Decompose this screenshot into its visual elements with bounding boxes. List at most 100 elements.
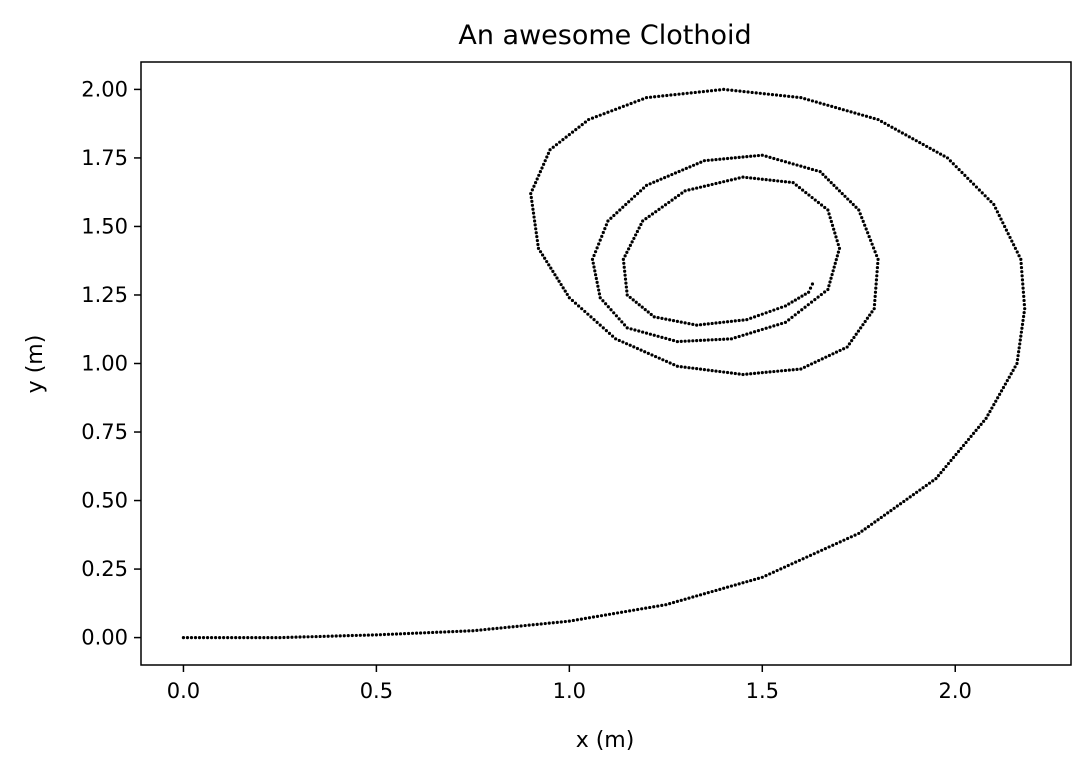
data-point bbox=[657, 207, 661, 211]
data-point bbox=[695, 162, 699, 166]
data-point bbox=[924, 483, 928, 488]
data-point bbox=[648, 605, 652, 610]
data-point bbox=[604, 302, 608, 306]
data-point bbox=[615, 611, 620, 615]
data-point bbox=[710, 182, 714, 187]
data-point bbox=[1021, 286, 1025, 290]
data-point bbox=[1023, 307, 1027, 311]
data-point bbox=[668, 361, 672, 365]
data-point bbox=[772, 156, 776, 161]
data-point bbox=[907, 135, 911, 139]
data-point bbox=[322, 634, 326, 638]
data-point bbox=[842, 347, 846, 351]
data-point bbox=[829, 276, 833, 280]
data-point bbox=[795, 163, 799, 167]
data-point bbox=[671, 319, 676, 323]
data-point bbox=[797, 296, 801, 300]
data-point bbox=[803, 97, 807, 101]
data-point bbox=[621, 257, 625, 261]
data-point bbox=[625, 250, 629, 254]
data-point bbox=[598, 113, 602, 117]
data-point bbox=[647, 214, 651, 218]
data-point bbox=[832, 183, 836, 187]
data-point bbox=[710, 158, 714, 162]
data-point bbox=[382, 632, 387, 637]
data-point bbox=[668, 318, 672, 322]
y-tick-label: 0.75 bbox=[81, 420, 128, 444]
data-point bbox=[201, 635, 206, 640]
data-point bbox=[974, 185, 979, 189]
data-point bbox=[691, 322, 695, 326]
data-point bbox=[779, 567, 783, 571]
data-point bbox=[829, 219, 833, 224]
data-point bbox=[653, 354, 658, 359]
data-point bbox=[463, 629, 467, 633]
data-point bbox=[507, 625, 511, 629]
data-point bbox=[756, 177, 761, 181]
data-point bbox=[673, 171, 678, 175]
data-point bbox=[797, 185, 802, 190]
data-point bbox=[606, 219, 610, 223]
data-point bbox=[607, 612, 612, 616]
data-point bbox=[722, 586, 726, 590]
data-point bbox=[886, 511, 890, 515]
data-point bbox=[258, 635, 262, 640]
data-point bbox=[873, 250, 877, 254]
data-point bbox=[915, 490, 919, 494]
data-point bbox=[893, 127, 898, 131]
data-point bbox=[529, 191, 533, 196]
data-point bbox=[431, 630, 435, 635]
data-point bbox=[318, 634, 322, 639]
data-point bbox=[630, 240, 634, 244]
data-point bbox=[966, 176, 970, 180]
data-point bbox=[756, 371, 761, 375]
data-point bbox=[1022, 302, 1026, 307]
data-point bbox=[890, 125, 894, 129]
data-point bbox=[209, 635, 214, 640]
data-point bbox=[475, 628, 479, 632]
x-axis-ticks: 0.0 0.5 1.0 1.5 2.0 bbox=[167, 665, 972, 703]
data-point bbox=[787, 302, 791, 306]
data-point bbox=[872, 116, 876, 121]
data-point bbox=[760, 177, 764, 181]
data-point bbox=[770, 93, 775, 97]
data-point bbox=[722, 370, 726, 374]
data-point bbox=[675, 319, 679, 323]
data-point bbox=[749, 372, 753, 376]
y-axis-label: y (m) bbox=[23, 335, 48, 394]
data-point bbox=[795, 367, 799, 371]
data-point bbox=[655, 179, 659, 183]
data-point bbox=[633, 194, 637, 198]
data-point bbox=[680, 191, 684, 195]
data-point bbox=[782, 565, 787, 569]
data-point bbox=[695, 338, 699, 343]
data-point bbox=[533, 219, 537, 223]
data-point bbox=[597, 242, 601, 246]
data-point bbox=[266, 635, 270, 640]
data-point bbox=[677, 169, 681, 174]
data-point bbox=[971, 182, 976, 186]
data-point bbox=[801, 188, 805, 192]
data-point bbox=[370, 633, 374, 637]
data-point bbox=[790, 315, 794, 319]
data-point bbox=[835, 186, 839, 190]
data-point bbox=[555, 620, 559, 624]
data-point bbox=[573, 301, 578, 305]
data-point bbox=[774, 93, 779, 97]
data-point bbox=[938, 152, 943, 156]
data-point bbox=[1007, 375, 1011, 379]
data-point bbox=[602, 112, 606, 116]
data-point bbox=[1010, 239, 1014, 243]
data-point bbox=[996, 396, 1000, 400]
data-point bbox=[783, 160, 788, 164]
data-point bbox=[687, 188, 691, 192]
data-point bbox=[818, 170, 822, 174]
data-point bbox=[515, 624, 519, 628]
data-point bbox=[1018, 342, 1022, 346]
data-point bbox=[835, 254, 839, 258]
data-point bbox=[764, 370, 768, 374]
data-point bbox=[808, 553, 813, 557]
data-point bbox=[956, 449, 961, 454]
data-point bbox=[627, 200, 631, 204]
data-point bbox=[902, 499, 906, 504]
